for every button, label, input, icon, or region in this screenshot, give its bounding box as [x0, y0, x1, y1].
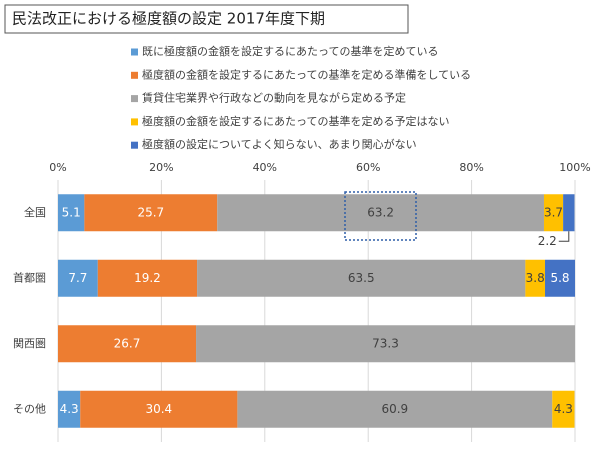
data-label: 73.3 — [372, 336, 399, 350]
data-label: 19.2 — [134, 271, 161, 285]
legend-swatch — [131, 95, 138, 103]
bar-segment — [58, 194, 85, 232]
data-label: 5.1 — [62, 205, 81, 219]
x-tick-label: 60% — [356, 161, 380, 174]
data-label: 30.4 — [145, 402, 172, 416]
leader-line — [558, 231, 570, 242]
legend-label: 極度額の金額を設定するにあたっての基準を定める準備をしている — [142, 67, 471, 81]
bar-segment — [80, 390, 238, 428]
bar-segment — [237, 390, 553, 428]
bar-segment — [543, 194, 564, 232]
data-label: 3.8 — [526, 271, 545, 285]
category-label: 首都圏 — [13, 270, 46, 284]
chart-title: 民法改正における極度額の設定 2017年度下期 — [12, 10, 325, 28]
x-tick-label: 80% — [459, 161, 483, 174]
bar-segment — [58, 325, 197, 363]
legend-label: 既に極度額の金額を設定するにあたっての基準を定めている — [142, 44, 438, 58]
category-label: 関西圏 — [13, 337, 46, 350]
bar-segment — [84, 194, 218, 232]
bar-segment — [58, 259, 98, 297]
bar-segment — [196, 325, 575, 363]
legend-swatch — [131, 141, 138, 149]
x-tick-label: 100% — [559, 161, 590, 174]
data-label: 63.2 — [367, 205, 394, 219]
data-label: 3.7 — [544, 205, 563, 219]
legend-swatch — [131, 71, 138, 79]
data-label: 7.7 — [68, 271, 87, 285]
bar-segment — [217, 194, 544, 232]
bar-segment — [97, 259, 198, 297]
bar-segment — [197, 259, 526, 297]
bar-segment — [545, 259, 575, 297]
legend-swatch — [131, 118, 138, 126]
legend-swatch — [131, 48, 138, 56]
legend-label: 極度額の設定についてよく知らない、あまり関心がない — [142, 137, 417, 151]
x-tick-label: 20% — [149, 161, 173, 174]
data-label: 5.8 — [550, 271, 569, 285]
title-box — [4, 4, 409, 34]
highlight-box — [344, 191, 417, 241]
bar-segment — [563, 194, 575, 232]
x-tick-label: 0% — [49, 161, 66, 174]
data-label: 4.3 — [60, 402, 79, 416]
legend-label: 極度額の金額を設定するにあたっての基準を定める予定はない — [142, 114, 449, 128]
data-label: 25.7 — [137, 205, 164, 219]
category-label: その他 — [13, 402, 46, 415]
bar-segment — [552, 390, 575, 428]
bar-segment — [525, 259, 546, 297]
category-label: 全国 — [24, 205, 46, 219]
legend-label: 賃貸住宅業界や行政などの動向を見ながら定める予定 — [142, 91, 406, 105]
data-label: 4.3 — [554, 402, 573, 416]
bar-segment — [58, 390, 81, 428]
x-tick-label: 40% — [253, 161, 277, 174]
data-label: 26.7 — [114, 336, 141, 350]
data-label: 2.2 — [538, 234, 557, 248]
data-label: 60.9 — [381, 402, 408, 416]
data-label: 63.5 — [348, 271, 375, 285]
